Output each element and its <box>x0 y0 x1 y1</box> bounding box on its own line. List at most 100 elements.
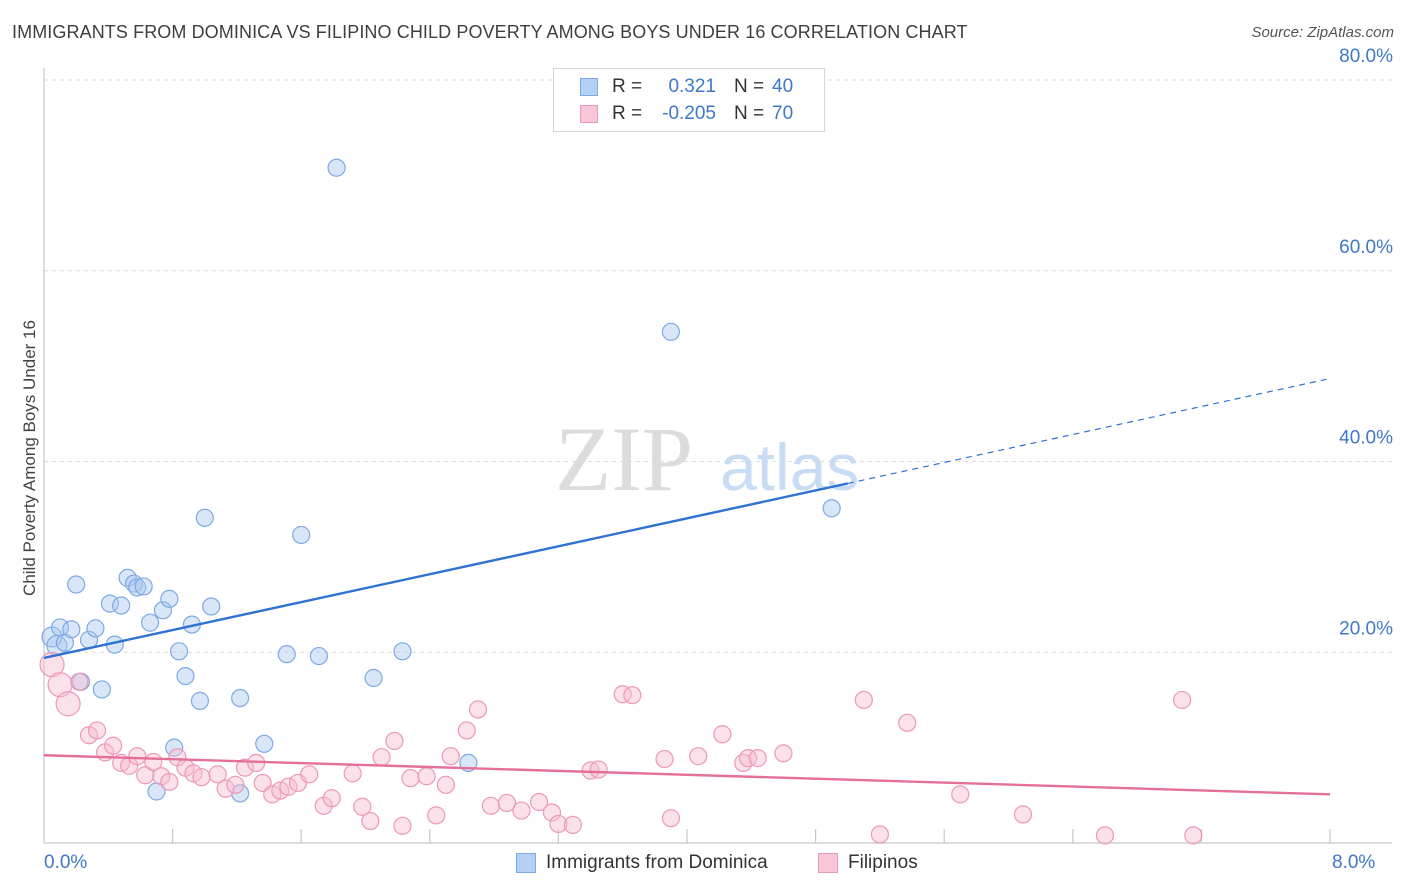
point-filipinos <box>70 672 89 691</box>
bottom-legend-filipinos[interactable]: Filipinos <box>818 852 918 874</box>
point-dominica <box>822 499 841 518</box>
point-filipinos <box>372 748 391 767</box>
point-filipinos <box>216 779 235 798</box>
y-tick-label: 60.0% <box>1339 237 1393 258</box>
point-filipinos <box>613 685 632 704</box>
point-filipinos <box>47 672 73 698</box>
point-dominica <box>202 597 221 616</box>
point-filipinos <box>104 736 123 755</box>
point-filipinos <box>738 749 758 768</box>
point-filipinos <box>300 765 319 784</box>
point-filipinos <box>208 765 227 784</box>
watermark-atlas: atlas <box>720 430 859 504</box>
stats-legend: R = 0.321 N = 40 R = -0.205 N = 70 <box>553 68 825 132</box>
point-filipinos <box>441 747 460 766</box>
point-dominica <box>62 620 81 639</box>
point-dominica <box>134 577 153 596</box>
point-dominica <box>128 578 147 597</box>
point-filipinos <box>468 700 488 719</box>
point-dominica <box>165 738 184 757</box>
y-tick-label: 20.0% <box>1339 618 1393 639</box>
legend-swatch-pink <box>580 105 598 123</box>
trendline-dominica <box>43 482 849 660</box>
source-label: Source: ZipAtlas.com <box>1251 24 1394 41</box>
point-filipinos <box>951 785 970 804</box>
point-filipinos <box>497 793 517 813</box>
point-filipinos <box>655 749 674 769</box>
point-filipinos <box>774 744 793 763</box>
legend-swatch-blue <box>516 853 536 873</box>
point-filipinos <box>661 809 681 828</box>
point-filipinos <box>870 825 890 844</box>
point-filipinos <box>160 772 179 792</box>
point-filipinos <box>87 721 107 740</box>
point-dominica <box>140 613 160 632</box>
x-tick-label-max: 8.0% <box>1332 852 1376 873</box>
point-dominica <box>160 589 179 608</box>
point-filipinos <box>226 775 245 794</box>
point-dominica <box>231 784 250 803</box>
point-filipinos <box>361 811 380 831</box>
point-filipinos <box>353 797 372 816</box>
point-dominica <box>327 158 346 177</box>
point-filipinos <box>689 747 708 766</box>
point-filipinos <box>898 713 917 732</box>
point-filipinos <box>322 789 341 808</box>
legend-label-dominica: Immigrants from Dominica <box>546 852 768 873</box>
point-dominica <box>153 601 173 620</box>
point-filipinos <box>136 766 155 785</box>
y-tick-label: 80.0% <box>1339 46 1393 67</box>
point-filipinos <box>1013 805 1033 824</box>
point-filipinos <box>589 760 608 779</box>
point-filipinos <box>436 775 455 794</box>
x-tick-label-min: 0.0% <box>44 852 88 873</box>
point-dominica <box>231 688 250 708</box>
y-tick-label: 40.0% <box>1339 428 1393 449</box>
point-dominica <box>364 668 383 688</box>
point-filipinos <box>343 764 362 783</box>
point-dominica <box>277 645 296 664</box>
point-filipinos <box>713 725 732 744</box>
trendline-dominica-extension <box>847 377 1331 485</box>
point-filipinos <box>563 815 582 834</box>
legend-r-label: R = <box>612 103 643 124</box>
legend-swatch-pink <box>818 853 838 873</box>
legend-row-filipinos: R = -0.205 N = 70 <box>554 100 824 128</box>
legend-r-label: R = <box>612 76 643 97</box>
point-filipinos <box>1095 826 1115 845</box>
point-filipinos <box>748 749 767 768</box>
point-dominica <box>309 646 328 666</box>
point-filipinos <box>417 767 436 786</box>
point-filipinos <box>457 721 476 740</box>
point-dominica <box>100 594 120 613</box>
point-filipinos <box>55 691 81 717</box>
point-filipinos <box>542 803 562 822</box>
point-filipinos <box>279 777 298 796</box>
point-dominica <box>169 642 189 661</box>
point-dominica <box>255 734 274 753</box>
legend-label-filipinos: Filipinos <box>848 852 918 873</box>
point-filipinos <box>1173 690 1192 710</box>
point-filipinos <box>235 758 255 777</box>
point-dominica <box>67 575 86 594</box>
point-filipinos <box>393 816 412 835</box>
point-filipinos <box>192 768 211 787</box>
point-filipinos <box>401 769 420 788</box>
point-dominica <box>176 666 195 686</box>
point-filipinos <box>128 747 147 766</box>
bottom-legend-dominica[interactable]: Immigrants from Dominica <box>516 852 768 874</box>
watermark: ZIP atlas <box>555 408 859 510</box>
point-filipinos <box>385 731 404 751</box>
point-filipinos <box>623 686 642 705</box>
point-dominica <box>393 642 412 661</box>
trendline-filipinos <box>43 754 1331 796</box>
legend-r-value: 0.321 <box>668 76 716 97</box>
legend-n-value: 70 <box>772 103 794 124</box>
legend-row-dominica: R = 0.321 N = 40 <box>554 73 824 101</box>
legend-n-label: N = <box>734 76 765 97</box>
point-filipinos <box>530 792 549 812</box>
legend-n-label: N = <box>734 103 765 124</box>
point-filipinos <box>854 690 873 710</box>
point-filipinos <box>1184 826 1203 845</box>
